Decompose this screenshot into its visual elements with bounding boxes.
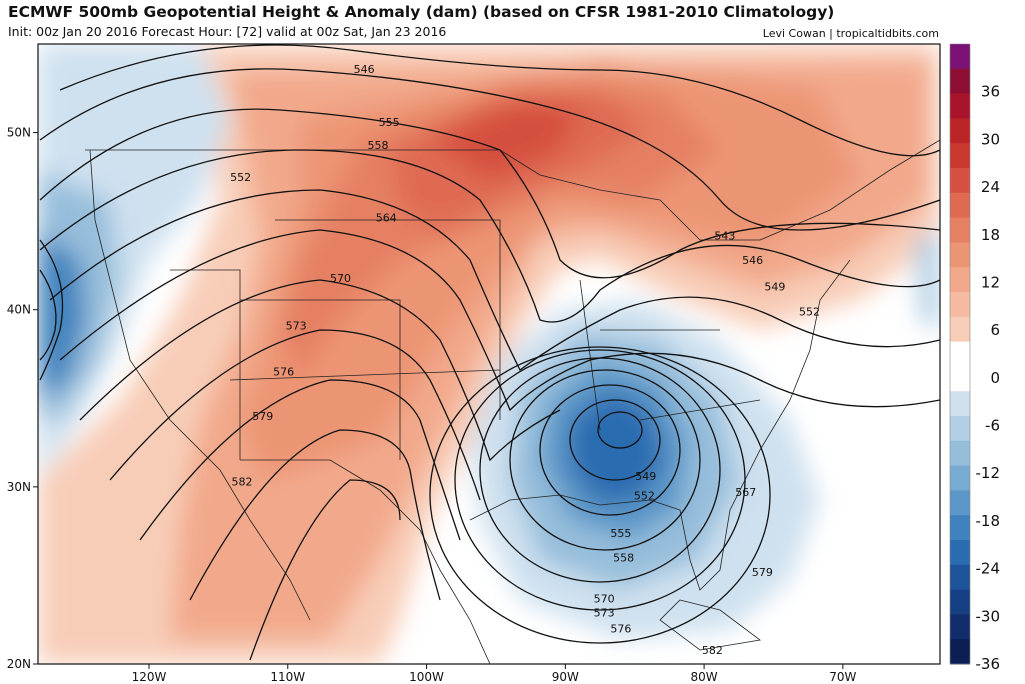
- contour-label: 564: [376, 212, 397, 225]
- colorbar-labels: 36 30 24 18 12 6 0 -6 -12 -18 -24 -30 -36: [976, 83, 1001, 673]
- lon-tick-label: 100W: [409, 670, 444, 684]
- longitude-ticks: 120W 110W 100W 90W 80W 70W: [132, 664, 857, 684]
- contour-label: 558: [613, 552, 634, 565]
- colorbar-swatch: [950, 316, 970, 343]
- lon-tick-label: 110W: [270, 670, 305, 684]
- contour-label: 546: [354, 63, 375, 76]
- colorbar-swatch: [950, 465, 970, 491]
- contour-label: 579: [252, 410, 273, 423]
- colorbar-tick-label: 36: [981, 83, 1000, 101]
- contour-label: 582: [702, 644, 723, 657]
- colorbar-swatch: [950, 217, 970, 243]
- colorbar-swatch: [950, 440, 970, 467]
- contour-label: 576: [273, 366, 294, 379]
- colorbar-swatch: [950, 68, 970, 95]
- colorbar-tick-label: 6: [990, 321, 1000, 339]
- credit-text: Levi Cowan | tropicaltidbits.com: [762, 27, 939, 40]
- latitude-ticks: 50N 40N 30N 20N: [7, 126, 38, 671]
- colorbar-swatch: [950, 416, 970, 442]
- height-contours: [39, 44, 940, 661]
- colorbar-swatch: [950, 267, 970, 293]
- colorbar-tick-label: 18: [981, 226, 1000, 244]
- contour-label: 552: [230, 171, 251, 184]
- lon-tick-label: 90W: [552, 670, 579, 684]
- colorbar-tick-label: 12: [981, 273, 1000, 291]
- contour-label: 549: [764, 281, 785, 294]
- contour-label: 555: [379, 116, 400, 129]
- colorbar-tick-label: -12: [976, 464, 1001, 482]
- contour-label: 558: [367, 139, 388, 152]
- colorbar-swatch: [950, 93, 970, 119]
- colorbar-swatch: [950, 564, 970, 591]
- colorbar-swatch: [950, 242, 970, 268]
- contour-label: 582: [231, 476, 252, 489]
- colorbar-tick-label: -18: [976, 512, 1001, 530]
- colorbar-swatch: [950, 366, 970, 392]
- lat-tick-label: 50N: [7, 126, 31, 140]
- colorbar-frame: [949, 43, 971, 665]
- colorbar-swatch: [950, 490, 970, 516]
- lon-tick-label: 70W: [829, 670, 856, 684]
- contour-label: 567: [735, 486, 756, 499]
- colorbar-swatch: [950, 143, 970, 169]
- contour-label: 549: [635, 470, 656, 483]
- colorbar-swatch: [950, 391, 970, 417]
- contour-label: 570: [594, 592, 615, 605]
- colorbar-swatch: [950, 292, 970, 318]
- colorbar-tick-label: -36: [976, 655, 1001, 673]
- contour-label: 546: [742, 254, 763, 267]
- contour-label: 552: [634, 490, 655, 503]
- colorbar-swatch: [950, 589, 970, 615]
- lon-tick-label: 120W: [132, 670, 167, 684]
- colorbar-tick-label: 30: [981, 130, 1000, 148]
- colorbar-swatch: [950, 118, 970, 144]
- lat-tick-label: 30N: [7, 480, 31, 494]
- colorbar-swatches: [949, 43, 971, 665]
- colorbar-swatch: [950, 341, 970, 367]
- map-title: ECMWF 500mb Geopotential Height & Anomal…: [8, 3, 835, 21]
- lon-tick-label: 80W: [691, 670, 718, 684]
- colorbar-tick-label: -6: [985, 417, 1000, 435]
- colorbar-tick-label: -24: [976, 560, 1001, 578]
- colorbar-swatch: [950, 639, 970, 665]
- colorbar-swatch: [950, 614, 970, 640]
- colorbar-tick-label: 0: [990, 369, 1000, 387]
- colorbar-tick-label: -30: [976, 607, 1001, 625]
- lat-tick-label: 40N: [7, 303, 31, 317]
- contour-label: 552: [799, 305, 820, 318]
- colorbar-swatch: [950, 192, 970, 219]
- colorbar-swatch: [950, 515, 970, 541]
- contour-label: 570: [330, 272, 351, 285]
- contour-label: 543: [714, 229, 735, 242]
- colorbar-swatch: [950, 540, 970, 566]
- map-frame: [37, 43, 941, 665]
- country-borders: [85, 139, 940, 664]
- lat-tick-label: 20N: [7, 657, 31, 671]
- contour-label: 573: [594, 607, 615, 620]
- contour-label: 555: [610, 527, 631, 540]
- colorbar-swatch: [950, 168, 970, 194]
- anomaly-shading: [38, 44, 940, 664]
- colorbar-tick-label: 24: [981, 178, 1000, 196]
- forecast-info: Init: 00z Jan 20 2016 Forecast Hour: [72…: [8, 24, 447, 39]
- contour-label: 579: [752, 566, 773, 579]
- contour-label: 576: [610, 623, 631, 636]
- contour-labels: 546 555 558 552 564 570 573 576 579 582 543 546 549 5…: [230, 63, 820, 657]
- contour-label: 573: [286, 320, 307, 333]
- colorbar-swatch: [950, 44, 970, 70]
